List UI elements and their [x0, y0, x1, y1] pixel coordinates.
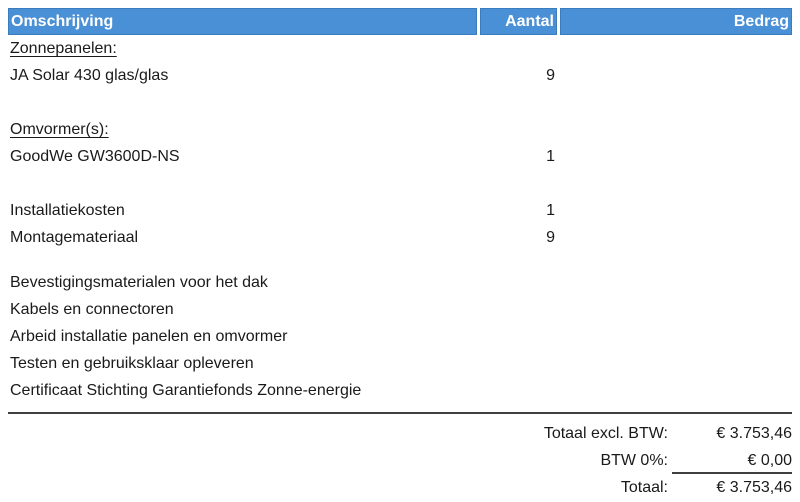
row-quantity: 1 [546, 202, 555, 219]
row-quantity [480, 269, 557, 296]
row-quantity [480, 35, 557, 62]
table-row-kabels: Kabels en connectoren [8, 296, 792, 323]
row-amount [560, 323, 792, 350]
blank-row [8, 170, 792, 197]
row-quantity [480, 323, 557, 350]
row-description: GoodWe GW3600D-NS [10, 148, 180, 165]
column-header-bedrag: Bedrag [560, 8, 792, 35]
row-quantity: 1 [546, 148, 555, 165]
row-description: JA Solar 430 glas/glas [10, 67, 169, 84]
column-header-omschrijving: Omschrijving [8, 8, 477, 35]
quote-specification-document: Omschrijving Aantal Bedrag Zonnepanelen:… [8, 8, 792, 501]
row-description: Kabels en connectoren [10, 301, 174, 318]
btw-label: BTW 0%: [600, 452, 668, 469]
table-row-arbeid: Arbeid installatie panelen en omvormer [8, 323, 792, 350]
btw-value: € 0,00 [672, 447, 792, 474]
row-amount [560, 224, 792, 251]
grand-total-value: € 3.753,46 [716, 479, 792, 496]
row-description: Zonnepanelen: [10, 40, 117, 57]
row-description: Omvormer(s): [10, 121, 109, 138]
table-row-section-omvormers: Omvormer(s): [8, 116, 792, 143]
row-amount [560, 296, 792, 323]
row-amount [560, 62, 792, 89]
row-amount [560, 116, 792, 143]
table-row-ja-solar: JA Solar 430 glas/glas 9 [8, 62, 792, 89]
btw-row: BTW 0%: € 0,00 [8, 447, 792, 474]
row-amount [560, 35, 792, 62]
table-row-bevestigingsmaterialen: Bevestigingsmaterialen voor het dak [8, 269, 792, 296]
table-row-installatiekosten: Installatiekosten 1 [8, 197, 792, 224]
blank-row [8, 89, 792, 116]
row-description: Montagemateriaal [10, 229, 139, 246]
row-description: Arbeid installatie panelen en omvormer [10, 328, 288, 345]
row-amount [560, 197, 792, 224]
total-excl-btw-row: Totaal excl. BTW: € 3.753,46 [8, 420, 792, 447]
total-excl-btw-label: Totaal excl. BTW: [543, 425, 668, 442]
row-quantity: 9 [546, 67, 555, 84]
row-description: Testen en gebruiksklaar opleveren [10, 355, 254, 372]
row-quantity [480, 350, 557, 377]
table-header-row: Omschrijving Aantal Bedrag [8, 8, 792, 35]
table-row-montagemateriaal: Montagemateriaal 9 [8, 224, 792, 251]
column-header-aantal: Aantal [480, 8, 557, 35]
total-excl-btw-value: € 3.753,46 [716, 425, 792, 442]
row-amount [560, 143, 792, 170]
row-amount [560, 350, 792, 377]
table-row-testen: Testen en gebruiksklaar opleveren [8, 350, 792, 377]
row-description: Bevestigingsmaterialen voor het dak [10, 274, 268, 291]
grand-total-row: Totaal: € 3.753,46 [8, 474, 792, 501]
row-quantity [480, 296, 557, 323]
row-description: Certificaat Stichting Garantiefonds Zonn… [10, 382, 362, 399]
row-amount [560, 269, 792, 296]
table-row-certificaat: Certificaat Stichting Garantiefonds Zonn… [8, 377, 792, 404]
row-quantity [480, 377, 557, 404]
row-quantity [480, 116, 557, 143]
row-quantity: 9 [546, 229, 555, 246]
row-amount [560, 377, 792, 404]
row-description: Installatiekosten [10, 202, 125, 219]
grand-total-label: Totaal: [620, 479, 668, 496]
totals-section: Totaal excl. BTW: € 3.753,46 BTW 0%: € 0… [8, 412, 792, 501]
table-row-section-zonnepanelen: Zonnepanelen: [8, 35, 792, 62]
table-row-goodwe: GoodWe GW3600D-NS 1 [8, 143, 792, 170]
